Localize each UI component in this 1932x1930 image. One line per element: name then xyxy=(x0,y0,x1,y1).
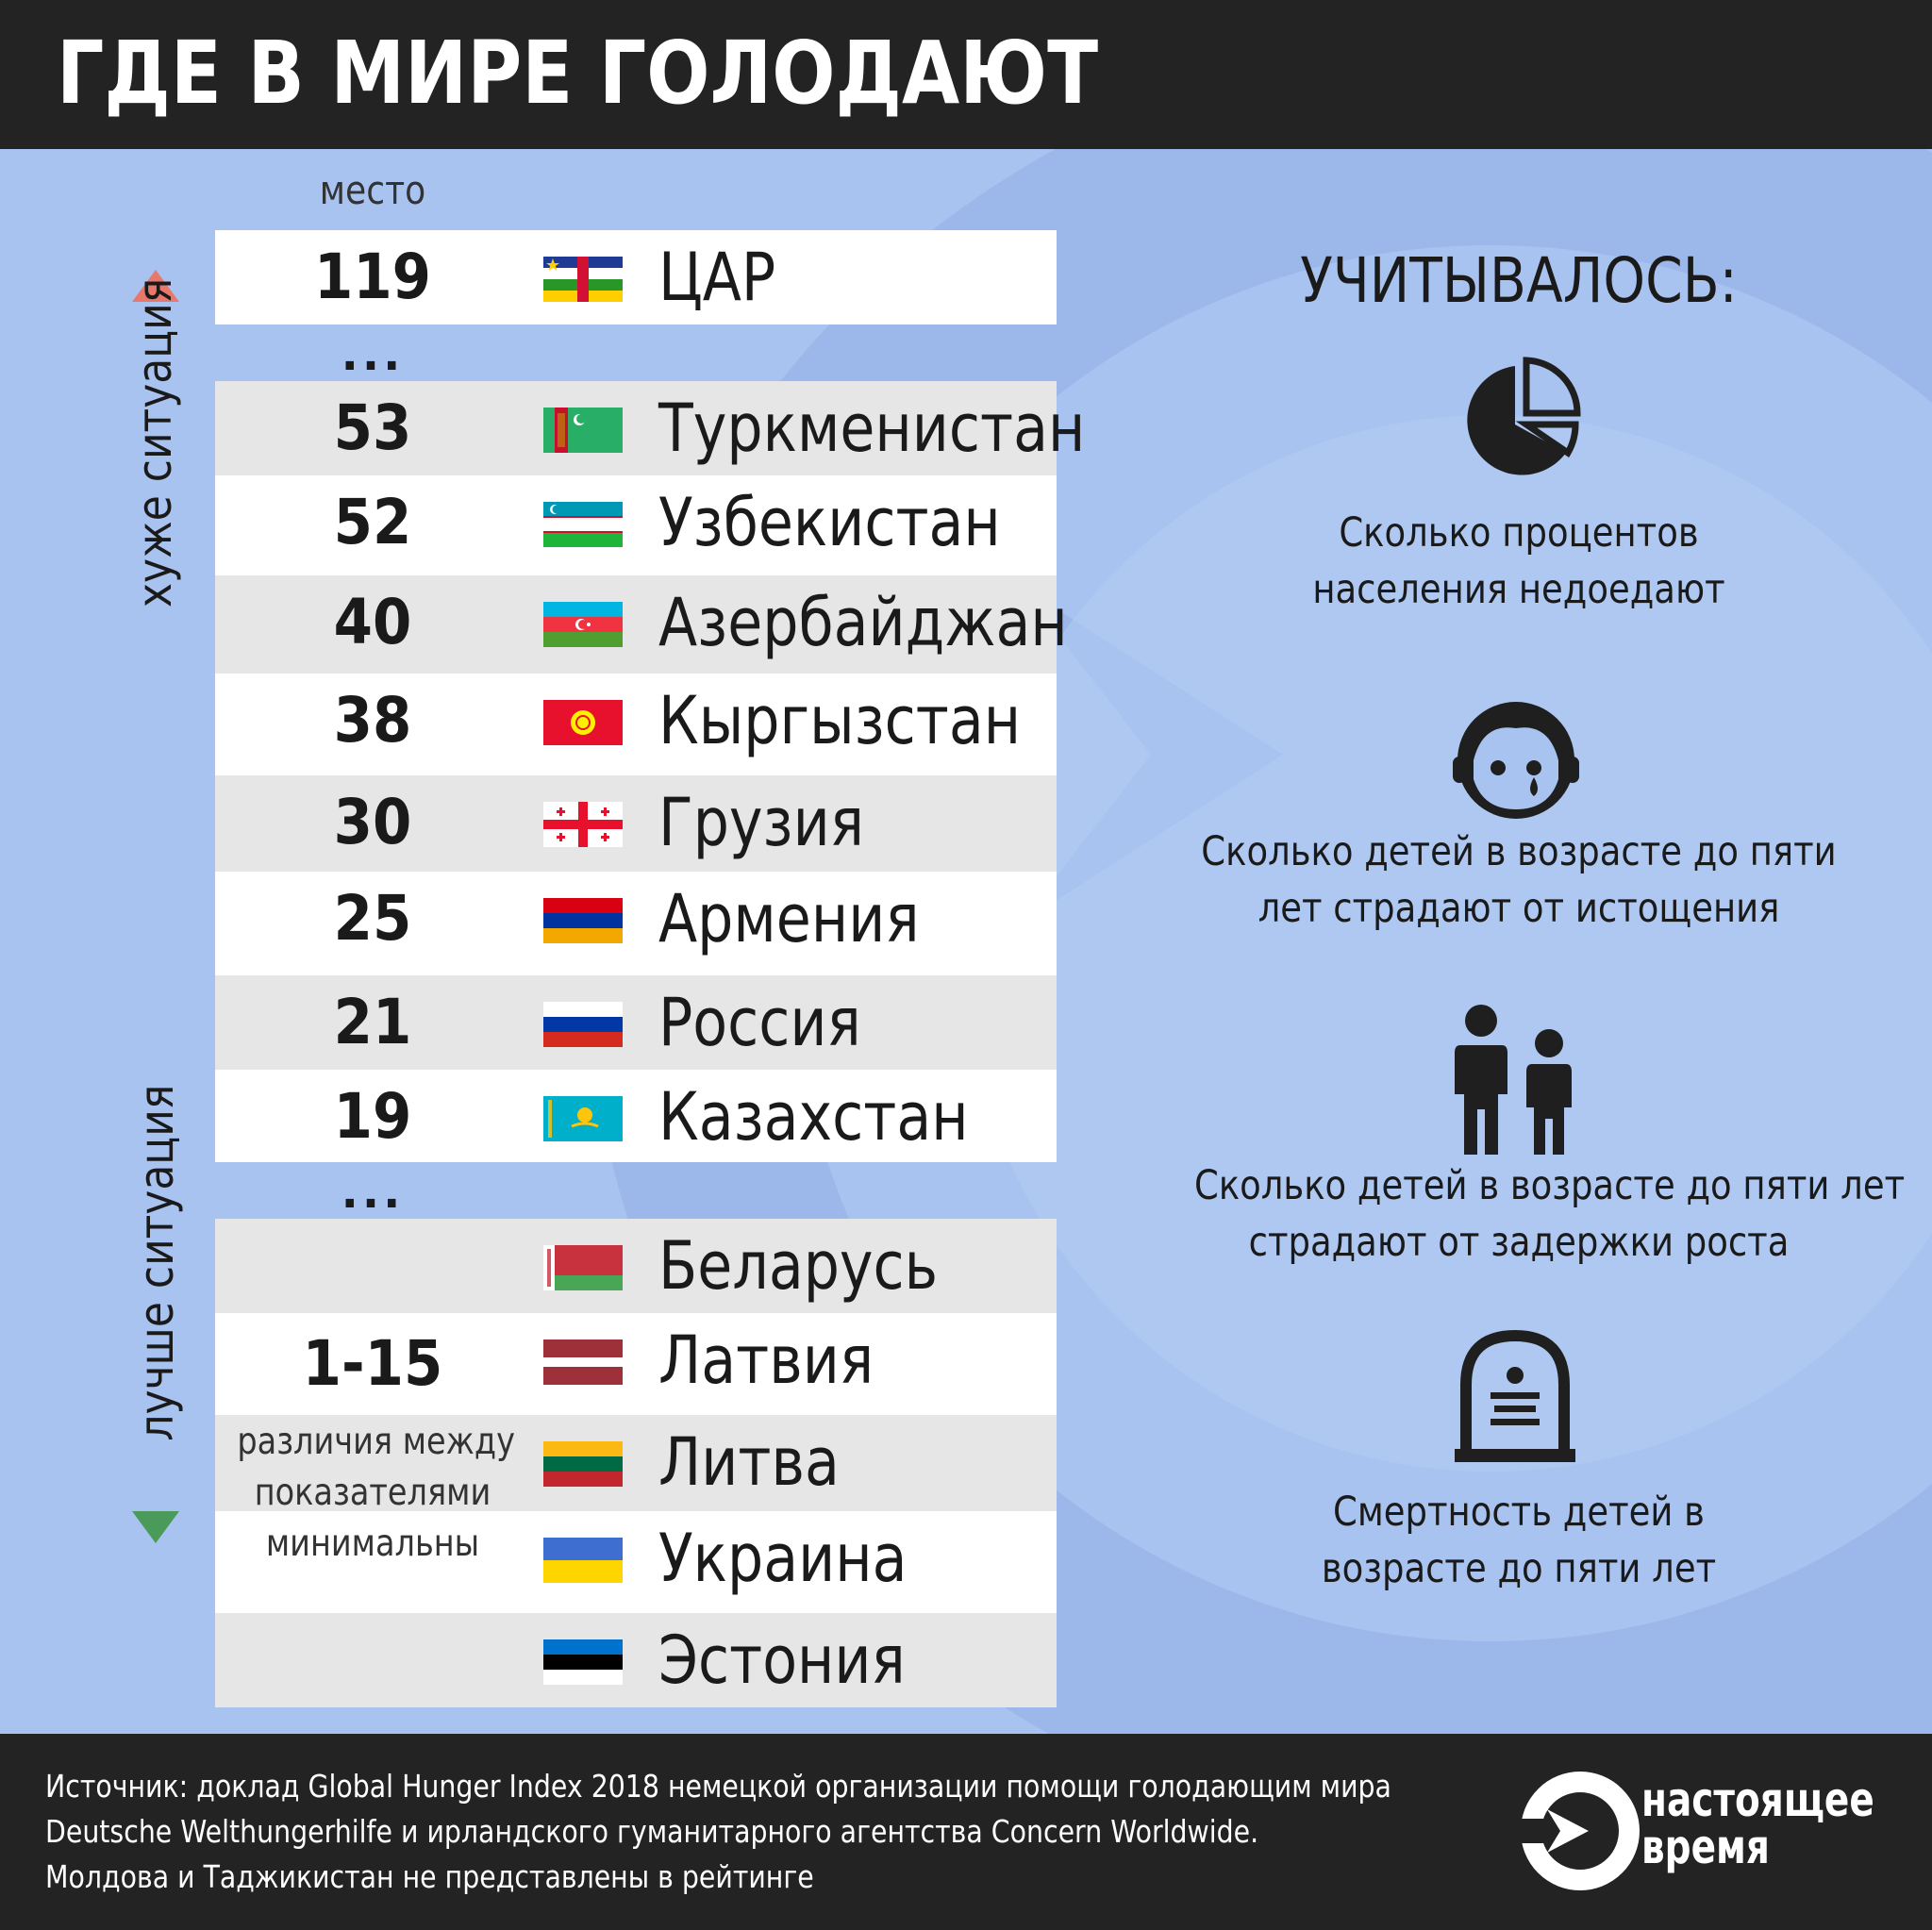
criteria-text-line: возрасте до пяти лет xyxy=(1321,1545,1717,1592)
criteria-text-line: Смертность детей в xyxy=(1333,1489,1705,1536)
range-note-line: различия между xyxy=(237,1421,515,1463)
down-arrow-icon xyxy=(132,1511,179,1543)
better-situation-label: лучше ситуация xyxy=(129,1084,184,1441)
up-arrow-icon xyxy=(132,270,179,302)
uzbekistan-flag xyxy=(543,502,623,547)
country-name: Украина xyxy=(658,1520,908,1597)
logo-icon xyxy=(1519,1772,1640,1890)
armenia-flag xyxy=(543,898,623,943)
pie-chart-icon xyxy=(1467,357,1581,475)
kyrgyzstan-flag xyxy=(543,700,623,745)
table-row: 21 Россия xyxy=(215,975,1057,1070)
country-name: Узбекистан xyxy=(658,484,1001,561)
country-name: Россия xyxy=(658,984,861,1061)
table-row: Беларусь xyxy=(215,1219,1057,1313)
table-row: 38 Кыргызстан xyxy=(215,674,1057,775)
estonia-flag xyxy=(543,1639,623,1685)
gravestone-icon xyxy=(1455,1329,1575,1462)
table-row: 53 Туркменистан xyxy=(215,381,1085,475)
country-name: Армения xyxy=(658,880,920,957)
source-line: Deutsche Welthungerhilfe и ирландского г… xyxy=(45,1813,1259,1850)
kazakhstan-flag xyxy=(543,1096,623,1141)
table-row: Латвия xyxy=(215,1313,1057,1415)
country-name: Кыргызстан xyxy=(658,682,1022,759)
turkmenistan-flag xyxy=(543,408,623,453)
rank-column-header: место xyxy=(319,167,426,213)
source-line: Молдова и Таджикистан не представлены в … xyxy=(45,1858,814,1895)
footer-bar: Источник: доклад Global Hunger Index 201… xyxy=(0,1734,1932,1930)
ellipsis: ... xyxy=(341,1166,405,1219)
criteria-text-line: Сколько детей в возрасте до пяти xyxy=(1201,828,1837,875)
table-row: 52 Узбекистан xyxy=(215,475,1057,575)
car-flag xyxy=(543,257,623,302)
criteria-title: УЧИТЫВАЛОСЬ: xyxy=(1300,244,1738,317)
table-row: Литва xyxy=(215,1415,1057,1511)
country-name: Грузия xyxy=(658,784,864,861)
rank-value: 53 xyxy=(333,391,412,464)
page-title: ГДЕ В МИРЕ ГОЛОДАЮТ xyxy=(57,23,1099,124)
range-rank-value: 1-15 xyxy=(302,1327,443,1400)
table-row: 40 Азербайджан xyxy=(215,575,1068,674)
rank-value: 30 xyxy=(333,786,412,858)
country-name: Казахстан xyxy=(658,1078,969,1156)
lithuania-flag xyxy=(543,1441,623,1487)
country-name: Литва xyxy=(658,1423,840,1501)
table-row: 19 Казахстан xyxy=(215,1070,1057,1162)
table-row: Украина xyxy=(215,1511,1057,1613)
crying-child-icon xyxy=(1453,702,1579,819)
table-row: Эстония xyxy=(215,1613,1057,1707)
russia-flag xyxy=(543,1002,623,1047)
criteria-text-line: Сколько процентов xyxy=(1339,509,1699,557)
criteria-text-line: страдают от задержки роста xyxy=(1248,1219,1790,1266)
children-icon xyxy=(1455,1005,1572,1155)
ellipsis: ... xyxy=(341,328,405,381)
country-name: Беларусь xyxy=(658,1227,939,1305)
criteria-text-line: лет страдают от истощения xyxy=(1257,885,1780,932)
criteria-text-line: Сколько детей в возрасте до пяти лет xyxy=(1194,1162,1906,1209)
country-name: ЦАР xyxy=(658,239,776,316)
table-row: 30 Грузия xyxy=(215,775,1057,872)
range-note-line: минимальны xyxy=(265,1522,480,1565)
ukraine-flag xyxy=(543,1538,623,1583)
country-name: Латвия xyxy=(658,1322,874,1399)
belarus-flag xyxy=(543,1245,623,1290)
rank-value: 38 xyxy=(333,684,412,757)
country-name: Азербайджан xyxy=(658,584,1068,661)
worse-situation-label: хуже ситуация xyxy=(127,277,182,607)
azerbaijan-flag xyxy=(543,602,623,647)
rank-value: 21 xyxy=(333,986,412,1058)
rank-value: 25 xyxy=(333,882,412,955)
latvia-flag xyxy=(543,1339,623,1385)
country-name: Туркменистан xyxy=(658,390,1086,467)
rank-value: 19 xyxy=(333,1080,412,1153)
logo-text: настоящее xyxy=(1641,1772,1874,1827)
range-note-line: показателями xyxy=(254,1472,491,1514)
table-row: 25 Армения xyxy=(215,872,1057,975)
source-line: Источник: доклад Global Hunger Index 201… xyxy=(45,1768,1391,1805)
rank-value: 52 xyxy=(333,486,412,558)
georgia-flag xyxy=(543,802,623,847)
header-bar: ГДЕ В МИРЕ ГОЛОДАЮТ xyxy=(0,0,1932,149)
rank-value: 40 xyxy=(333,586,412,658)
table-row: 119 ЦАР xyxy=(215,230,1057,324)
country-name: Эстония xyxy=(658,1622,906,1699)
criteria-text-line: населения недоедают xyxy=(1312,566,1725,613)
rank-value: 119 xyxy=(313,241,432,313)
logo-text: время xyxy=(1641,1820,1770,1874)
